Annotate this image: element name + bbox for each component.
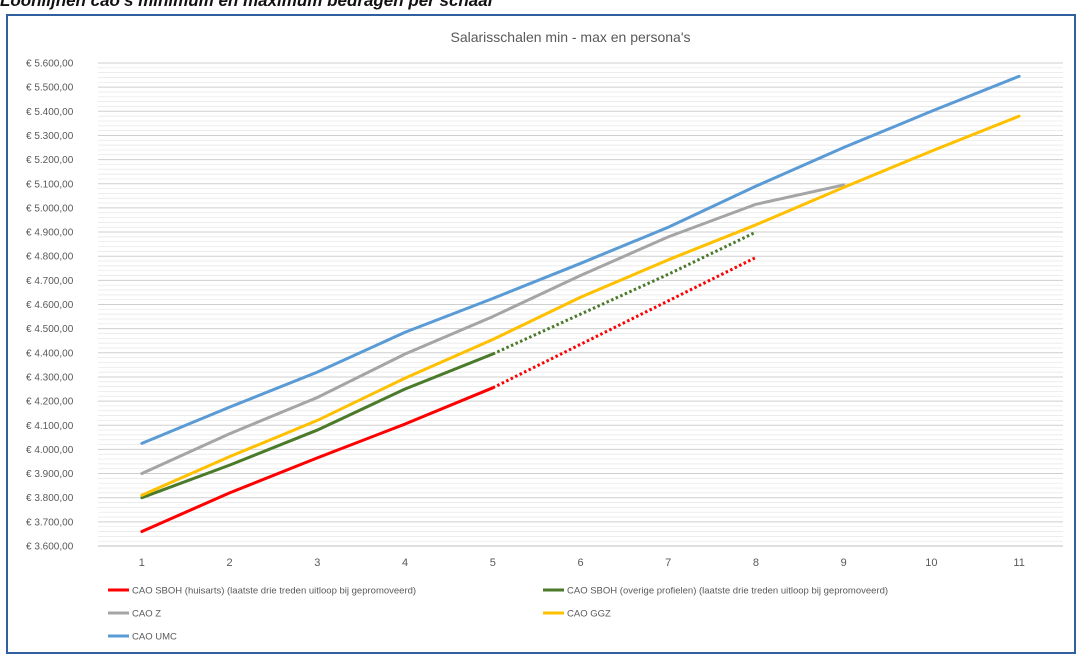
y-tick-label: € 5.000,00 xyxy=(26,203,74,214)
legend-label-1: CAO SBOH (huisarts) (laatste drie treden… xyxy=(132,586,416,597)
y-tick-label: € 4.300,00 xyxy=(26,372,74,383)
x-tick-label: 4 xyxy=(402,557,408,569)
x-tick-label: 8 xyxy=(753,557,759,569)
series-line-5 xyxy=(140,74,1021,445)
chart-title: Salarisschalen min - max en persona's xyxy=(450,29,690,45)
x-tick-label: 7 xyxy=(665,557,671,569)
line-chart: Salarisschalen min - max en persona's € 3… xyxy=(26,29,1063,643)
x-tick-label: 9 xyxy=(841,557,847,569)
x-tick-label: 2 xyxy=(227,557,233,569)
x-tick-label: 11 xyxy=(1013,557,1024,569)
x-tick-label: 6 xyxy=(577,557,583,569)
y-tick-label: € 3.700,00 xyxy=(26,517,74,528)
legend-label-5: CAO UMC xyxy=(132,632,177,643)
y-tick-label: € 4.100,00 xyxy=(26,421,74,432)
y-tick-label: € 5.600,00 xyxy=(26,59,74,70)
series-projection-1 xyxy=(492,256,757,390)
y-tick-label: € 3.600,00 xyxy=(26,542,74,553)
y-tick-label: € 5.500,00 xyxy=(26,83,74,94)
y-tick-label: € 3.900,00 xyxy=(26,469,74,480)
series-line-2 xyxy=(140,352,495,500)
y-tick-label: € 4.500,00 xyxy=(26,324,74,335)
x-tick-label: 3 xyxy=(314,557,320,569)
y-tick-label: € 4.000,00 xyxy=(26,445,74,456)
document-caption: Loonlijnen cao's minimum en maximum bedr… xyxy=(0,0,493,10)
chart-frame: Salarisschalen min - max en persona's € 3… xyxy=(6,14,1076,654)
series-line-4 xyxy=(140,114,1021,497)
y-tick-label: € 5.200,00 xyxy=(26,155,74,166)
y-tick-label: € 5.300,00 xyxy=(26,131,74,142)
y-tick-label: € 3.800,00 xyxy=(26,493,74,504)
y-tick-label: € 4.200,00 xyxy=(26,397,74,408)
legend-label-3: CAO Z xyxy=(132,609,161,620)
series-line-1 xyxy=(140,386,495,534)
y-tick-label: € 5.100,00 xyxy=(26,179,74,190)
y-tick-label: € 4.800,00 xyxy=(26,252,74,263)
x-tick-label: 1 xyxy=(139,557,145,569)
y-tick-label: € 4.900,00 xyxy=(26,228,74,239)
y-tick-label: € 4.600,00 xyxy=(26,300,74,311)
x-tick-label: 10 xyxy=(925,557,937,569)
series-line-3 xyxy=(140,183,846,476)
legend-label-4: CAO GGZ xyxy=(567,609,611,620)
legend-label-2: CAO SBOH (overige profielen) (laatste dr… xyxy=(567,586,888,597)
y-tick-label: € 4.400,00 xyxy=(26,348,74,359)
y-tick-label: € 5.400,00 xyxy=(26,107,74,118)
series-projection-2 xyxy=(492,230,757,356)
x-tick-label: 5 xyxy=(490,557,496,569)
y-tick-label: € 4.700,00 xyxy=(26,276,74,287)
